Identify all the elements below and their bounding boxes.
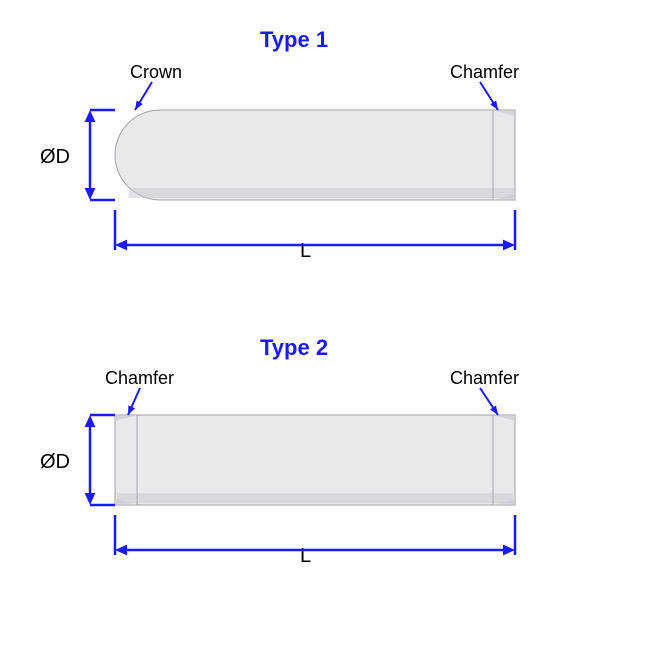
diagram-root: Type 1 Crown Chamfer ØD L Type 2 Chamfer… bbox=[0, 0, 670, 670]
technical-drawing-svg bbox=[0, 0, 670, 670]
